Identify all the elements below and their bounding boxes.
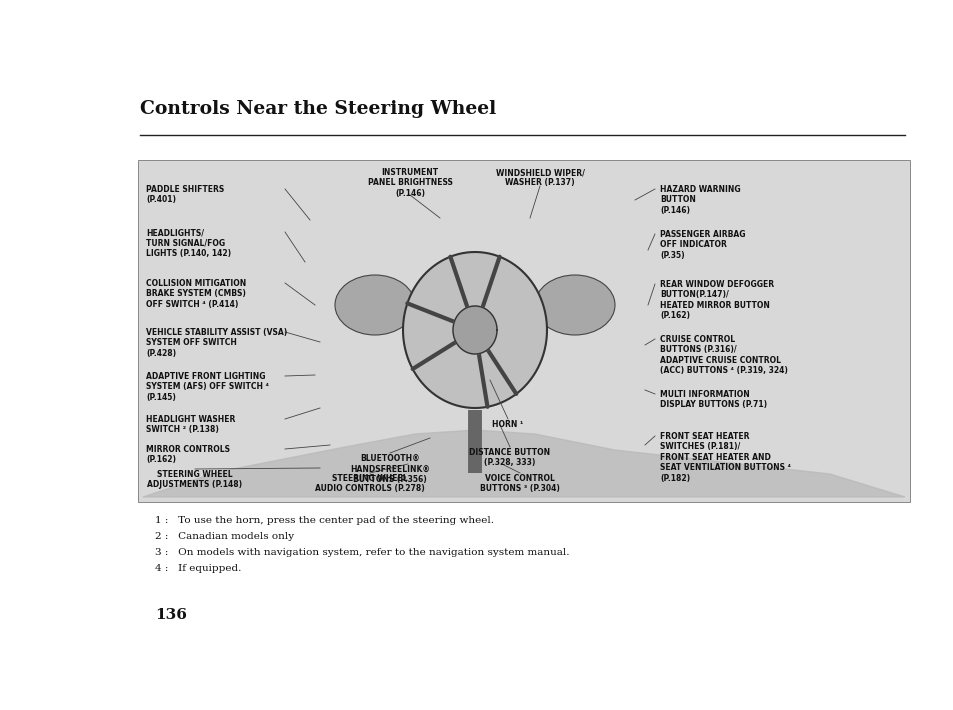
Text: STEERING WHEEL
ADJUSTMENTS (P.148): STEERING WHEEL ADJUSTMENTS (P.148): [148, 470, 242, 489]
Text: VOICE CONTROL
BUTTONS ³ (P.304): VOICE CONTROL BUTTONS ³ (P.304): [479, 474, 559, 493]
Text: BLUETOOTH®
HANDSFREELINK®
BUTTONS (P.356): BLUETOOTH® HANDSFREELINK® BUTTONS (P.356…: [350, 454, 430, 484]
Text: INSTRUMENT
PANEL BRIGHTNESS
(P.146): INSTRUMENT PANEL BRIGHTNESS (P.146): [367, 168, 452, 198]
Text: HORN ¹: HORN ¹: [492, 420, 523, 429]
Text: 1 :   To use the horn, press the center pad of the steering wheel.: 1 : To use the horn, press the center pa…: [154, 516, 494, 525]
Ellipse shape: [335, 275, 415, 335]
Text: HEADLIGHT WASHER
SWITCH ² (P.138): HEADLIGHT WASHER SWITCH ² (P.138): [146, 415, 235, 435]
Text: 3 :   On models with navigation system, refer to the navigation system manual.: 3 : On models with navigation system, re…: [154, 548, 569, 557]
Bar: [138, 160, 909, 502]
Text: PASSENGER AIRBAG
OFF INDICATOR
(P.35): PASSENGER AIRBAG OFF INDICATOR (P.35): [659, 230, 744, 260]
Text: WINDSHIELD WIPER/
WASHER (P.137): WINDSHIELD WIPER/ WASHER (P.137): [495, 168, 584, 187]
Text: HAZARD WARNING
BUTTON
(P.146): HAZARD WARNING BUTTON (P.146): [659, 185, 740, 215]
Text: REAR WINDOW DEFOGGER
BUTTON(P.147)/
HEATED MIRROR BUTTON
(P.162): REAR WINDOW DEFOGGER BUTTON(P.147)/ HEAT…: [659, 280, 773, 320]
Text: 4 :   If equipped.: 4 : If equipped.: [154, 564, 241, 573]
Text: MULTI INFORMATION
DISPLAY BUTTONS (P.71): MULTI INFORMATION DISPLAY BUTTONS (P.71): [659, 390, 766, 410]
Text: 2 :   Canadian models only: 2 : Canadian models only: [154, 532, 294, 541]
Text: MIRROR CONTROLS
(P.162): MIRROR CONTROLS (P.162): [146, 445, 230, 464]
Text: Controls Near the Steering Wheel: Controls Near the Steering Wheel: [140, 100, 496, 118]
Text: HEADLIGHTS/
TURN SIGNAL/FOG
LIGHTS (P.140, 142): HEADLIGHTS/ TURN SIGNAL/FOG LIGHTS (P.14…: [146, 228, 231, 258]
Polygon shape: [143, 430, 904, 497]
Polygon shape: [402, 252, 546, 408]
Text: FRONT SEAT HEATER
SWITCHES (P.181)/
FRONT SEAT HEATER AND
SEAT VENTILATION BUTTO: FRONT SEAT HEATER SWITCHES (P.181)/ FRON…: [659, 432, 790, 483]
Text: CRUISE CONTROL
BUTTONS (P.316)/
ADAPTIVE CRUISE CONTROL
(ACC) BUTTONS ⁴ (P.319, : CRUISE CONTROL BUTTONS (P.316)/ ADAPTIVE…: [659, 335, 787, 375]
Text: DISTANCE BUTTON
(P.328, 333): DISTANCE BUTTON (P.328, 333): [469, 448, 550, 467]
Text: PADDLE SHIFTERS
(P.401): PADDLE SHIFTERS (P.401): [146, 185, 224, 204]
Text: VEHICLE STABILITY ASSIST (VSA)
SYSTEM OFF SWITCH
(P.428): VEHICLE STABILITY ASSIST (VSA) SYSTEM OF…: [146, 328, 287, 358]
Text: ADAPTIVE FRONT LIGHTING
SYSTEM (AFS) OFF SWITCH ⁴
(P.145): ADAPTIVE FRONT LIGHTING SYSTEM (AFS) OFF…: [146, 372, 269, 402]
Polygon shape: [453, 306, 497, 354]
Text: COLLISION MITIGATION
BRAKE SYSTEM (CMBS)
OFF SWITCH ⁴ (P.414): COLLISION MITIGATION BRAKE SYSTEM (CMBS)…: [146, 279, 246, 309]
Ellipse shape: [535, 275, 615, 335]
Text: STEERING WHEEL
AUDIO CONTROLS (P.278): STEERING WHEEL AUDIO CONTROLS (P.278): [314, 474, 424, 493]
Text: 136: 136: [154, 608, 187, 622]
